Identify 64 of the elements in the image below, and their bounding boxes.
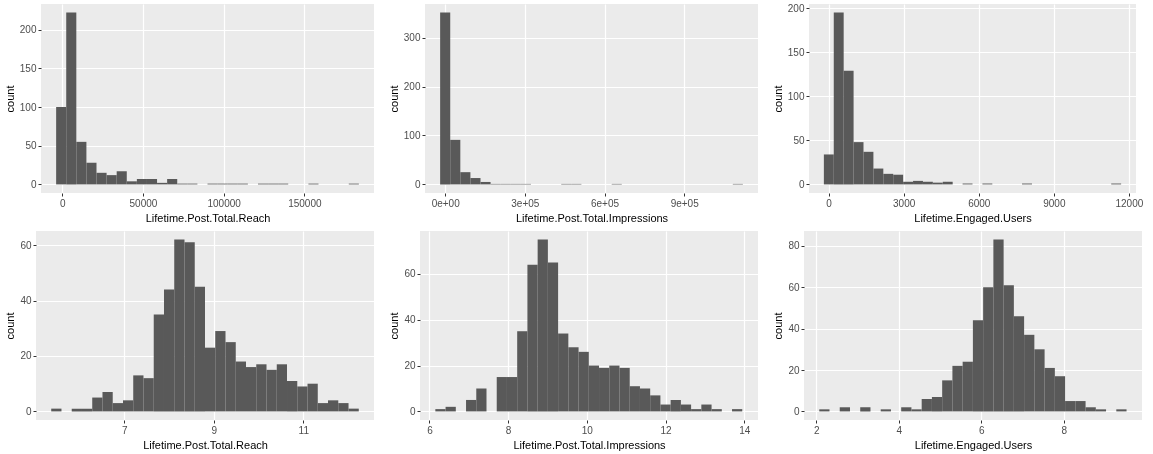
x-tick-label: 12 — [660, 424, 673, 436]
y-tick-label: 20 — [20, 350, 32, 362]
y-axis-title: count — [388, 312, 401, 340]
y-tick-label: 40 — [404, 314, 416, 326]
x-axis-title: Lifetime.Post.Total.Reach — [145, 211, 271, 224]
x-tick-label: 11 — [298, 424, 310, 436]
x-tick-label: 12000 — [1115, 197, 1144, 209]
x-tick-label: 50000 — [129, 197, 158, 209]
y-tick-label: 60 — [788, 281, 800, 293]
y-axis-title: count — [3, 85, 16, 113]
y-tick-label: 150 — [19, 62, 37, 74]
y-tick-label: 60 — [404, 268, 416, 280]
x-tick-label: 6000 — [968, 197, 991, 209]
y-tick-label: 200 — [403, 81, 421, 93]
x-tick-label: 9e+05 — [670, 197, 700, 209]
x-axis-title: Lifetime.Post.Total.Impressions — [513, 438, 667, 451]
y-tick-label: 200 — [19, 24, 37, 36]
y-tick-label: 0 — [414, 178, 421, 190]
y-tick-label: 80 — [788, 240, 800, 252]
x-tick-label: 0e+00 — [431, 197, 461, 209]
y-tick-label: 40 — [788, 323, 800, 335]
y-tick-label: 150 — [787, 46, 805, 58]
x-axis-title: Lifetime.Post.Total.Impressions — [515, 211, 669, 224]
y-tick-label: 20 — [404, 360, 416, 372]
x-tick-label: 0 — [826, 197, 833, 209]
y-tick-label: 20 — [788, 364, 800, 376]
y-tick-label: 60 — [20, 239, 32, 251]
y-axis-title: count — [771, 85, 784, 113]
y-tick-label: 100 — [19, 101, 37, 113]
x-tick-label: 8 — [505, 424, 512, 436]
y-tick-label: 0 — [793, 405, 800, 417]
y-tick-label: 200 — [787, 2, 805, 14]
x-axis-title: Lifetime.Engaged.Users — [914, 211, 1033, 224]
y-tick-label: 300 — [403, 32, 421, 44]
x-tick-label: 3e+05 — [511, 197, 540, 209]
y-axis-title: count — [4, 312, 17, 340]
x-tick-label: 4 — [896, 424, 903, 436]
y-tick-label: 40 — [20, 295, 32, 307]
y-tick-label: 0 — [409, 405, 416, 417]
x-tick-label: 100000 — [207, 197, 242, 209]
x-tick-label: 6 — [427, 424, 434, 436]
x-tick-label: 9000 — [1043, 197, 1066, 209]
y-tick-label: 100 — [403, 129, 421, 141]
y-axis-title: count — [772, 312, 785, 340]
x-tick-label: 150000 — [288, 197, 322, 209]
x-tick-label: 8 — [1061, 424, 1068, 436]
y-tick-label: 50 — [793, 134, 805, 146]
y-tick-label: 0 — [30, 178, 37, 190]
x-tick-label: 6e+05 — [590, 197, 620, 209]
y-tick-label: 0 — [25, 405, 32, 417]
x-tick-label: 3000 — [893, 197, 916, 209]
y-tick-label: 100 — [787, 90, 805, 102]
y-axis-title: count — [387, 85, 400, 113]
x-tick-label: 10 — [581, 424, 594, 436]
x-axis-title: Lifetime.Engaged.Users — [914, 438, 1033, 451]
x-tick-label: 0 — [59, 197, 66, 209]
x-tick-label: 9 — [211, 424, 218, 436]
x-axis-title: Lifetime.Post.Total.Reach — [143, 438, 268, 451]
x-tick-label: 14 — [739, 424, 751, 436]
x-tick-label: 2 — [814, 424, 821, 436]
y-tick-label: 0 — [798, 178, 805, 190]
y-tick-label: 50 — [25, 140, 37, 152]
x-tick-label: 6 — [978, 424, 985, 436]
x-tick-label: 7 — [121, 424, 128, 436]
